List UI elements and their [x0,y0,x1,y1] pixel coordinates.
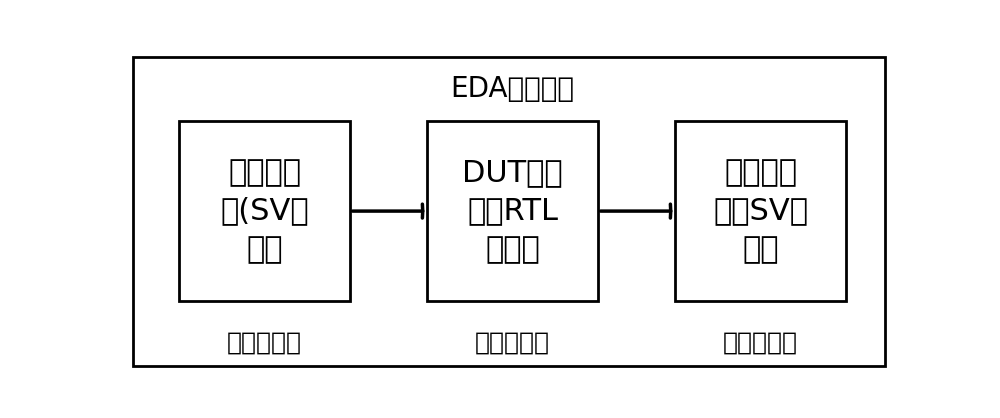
Bar [427,121,598,301]
Bar [675,121,846,301]
Text: 结果检查
器（SV代
码）: 结果检查 器（SV代 码） [713,158,808,264]
Text: 验证工程师: 验证工程师 [227,331,302,355]
Text: 设计工程师: 设计工程师 [475,331,550,355]
Text: 激励发生
器(SV代
码）: 激励发生 器(SV代 码） [220,158,309,264]
Text: DUT（被
测试RTL
代码）: DUT（被 测试RTL 代码） [462,158,563,264]
Text: 验证工程师: 验证工程师 [723,331,798,355]
Bar [179,121,350,301]
Text: EDA验证环境: EDA验证环境 [450,75,574,103]
